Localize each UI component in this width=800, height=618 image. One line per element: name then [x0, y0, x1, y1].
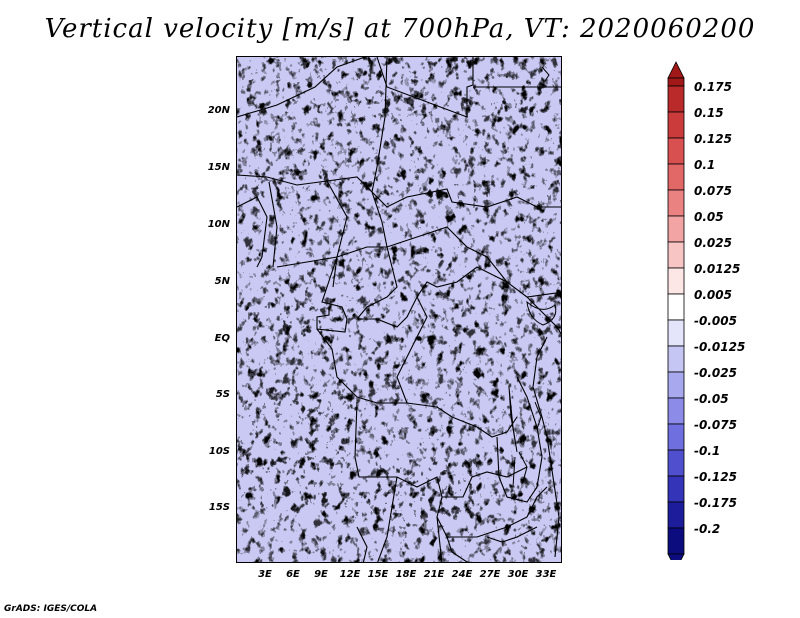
- colorbar-label: -0.0125: [694, 340, 746, 354]
- colorbar-swatch: [667, 189, 685, 217]
- lat-label-10s: 10S: [208, 446, 230, 457]
- lat-label-20n: 20N: [207, 105, 230, 116]
- colorbar-swatch: [667, 475, 685, 503]
- lakes: [508, 66, 557, 488]
- colorbar-label: -0.1: [694, 444, 721, 458]
- colorbar-swatch: [667, 215, 685, 243]
- lat-label-10n: 10N: [207, 219, 230, 230]
- colorbar-swatch: [667, 137, 685, 165]
- colorbar-swatch: [667, 397, 685, 425]
- colorbar-label: 0.125: [694, 132, 732, 146]
- colorbar-swatch: [667, 371, 685, 399]
- lon-label-33e: 33E: [535, 569, 557, 580]
- colorbar-label: 0.175: [694, 80, 732, 94]
- colorbar-label: -0.005: [694, 314, 737, 328]
- colorbar-label: 0.075: [694, 184, 732, 198]
- colorbar-label: -0.05: [694, 392, 729, 406]
- colorbar-swatch: [667, 501, 685, 529]
- colorbar-swatch: [667, 423, 685, 451]
- lon-label-27e: 27E: [479, 569, 501, 580]
- colorbar-label: -0.2: [694, 522, 721, 536]
- grads-credit: GrADS: IGES/COLA: [4, 604, 98, 614]
- colorbar-label: -0.025: [694, 366, 737, 380]
- colorbar-swatch: [667, 77, 685, 87]
- colorbar-swatch: [667, 293, 685, 321]
- lon-label-9e: 9E: [314, 569, 328, 580]
- colorbar-label: -0.175: [694, 496, 737, 510]
- lon-label-30e: 30E: [507, 569, 529, 580]
- colorbar-label: 0.05: [694, 210, 724, 224]
- lon-label-24e: 24E: [451, 569, 473, 580]
- colorbar-bottom-arrow: [667, 553, 685, 560]
- colorbar-label: 0.15: [694, 106, 724, 120]
- lat-label-eq: EQ: [214, 333, 230, 344]
- lon-label-21e: 21E: [423, 569, 445, 580]
- colorbar-label: 0.1: [694, 158, 716, 172]
- colorbar-label: 0.005: [694, 288, 732, 302]
- lon-label-18e: 18E: [395, 569, 417, 580]
- lon-label-3e: 3E: [258, 569, 272, 580]
- colorbar-label: 0.025: [694, 236, 732, 250]
- colorbar-swatch: [667, 319, 685, 347]
- colorbar-top-arrow: [667, 61, 685, 79]
- colorbar-swatch: [667, 527, 685, 555]
- colorbar-swatch: [667, 241, 685, 269]
- lon-label-12e: 12E: [339, 569, 361, 580]
- plot-title: Vertical velocity [m/s] at 700hPa, VT: 2…: [44, 14, 756, 44]
- colorbar-swatch: [667, 111, 685, 139]
- colorbar-swatch: [667, 163, 685, 191]
- lon-label-15e: 15E: [367, 569, 389, 580]
- colorbar-swatch: [667, 85, 685, 113]
- map-panel: [236, 56, 562, 563]
- colorbar-swatch: [667, 267, 685, 295]
- lat-label-15n: 15N: [207, 162, 230, 173]
- colorbar-swatch: [667, 449, 685, 477]
- country-borders: [237, 57, 561, 562]
- lon-label-6e: 6E: [286, 569, 300, 580]
- colorbar: [667, 61, 685, 560]
- colorbar-label: -0.125: [694, 470, 737, 484]
- colorbar-label: 0.0125: [694, 262, 741, 276]
- lat-label-5s: 5S: [215, 389, 230, 400]
- colorbar-label: -0.075: [694, 418, 737, 432]
- lat-label-5n: 5N: [214, 276, 230, 287]
- velocity-field: [237, 57, 561, 562]
- lat-label-15s: 15S: [208, 502, 230, 513]
- colorbar-swatch: [667, 345, 685, 373]
